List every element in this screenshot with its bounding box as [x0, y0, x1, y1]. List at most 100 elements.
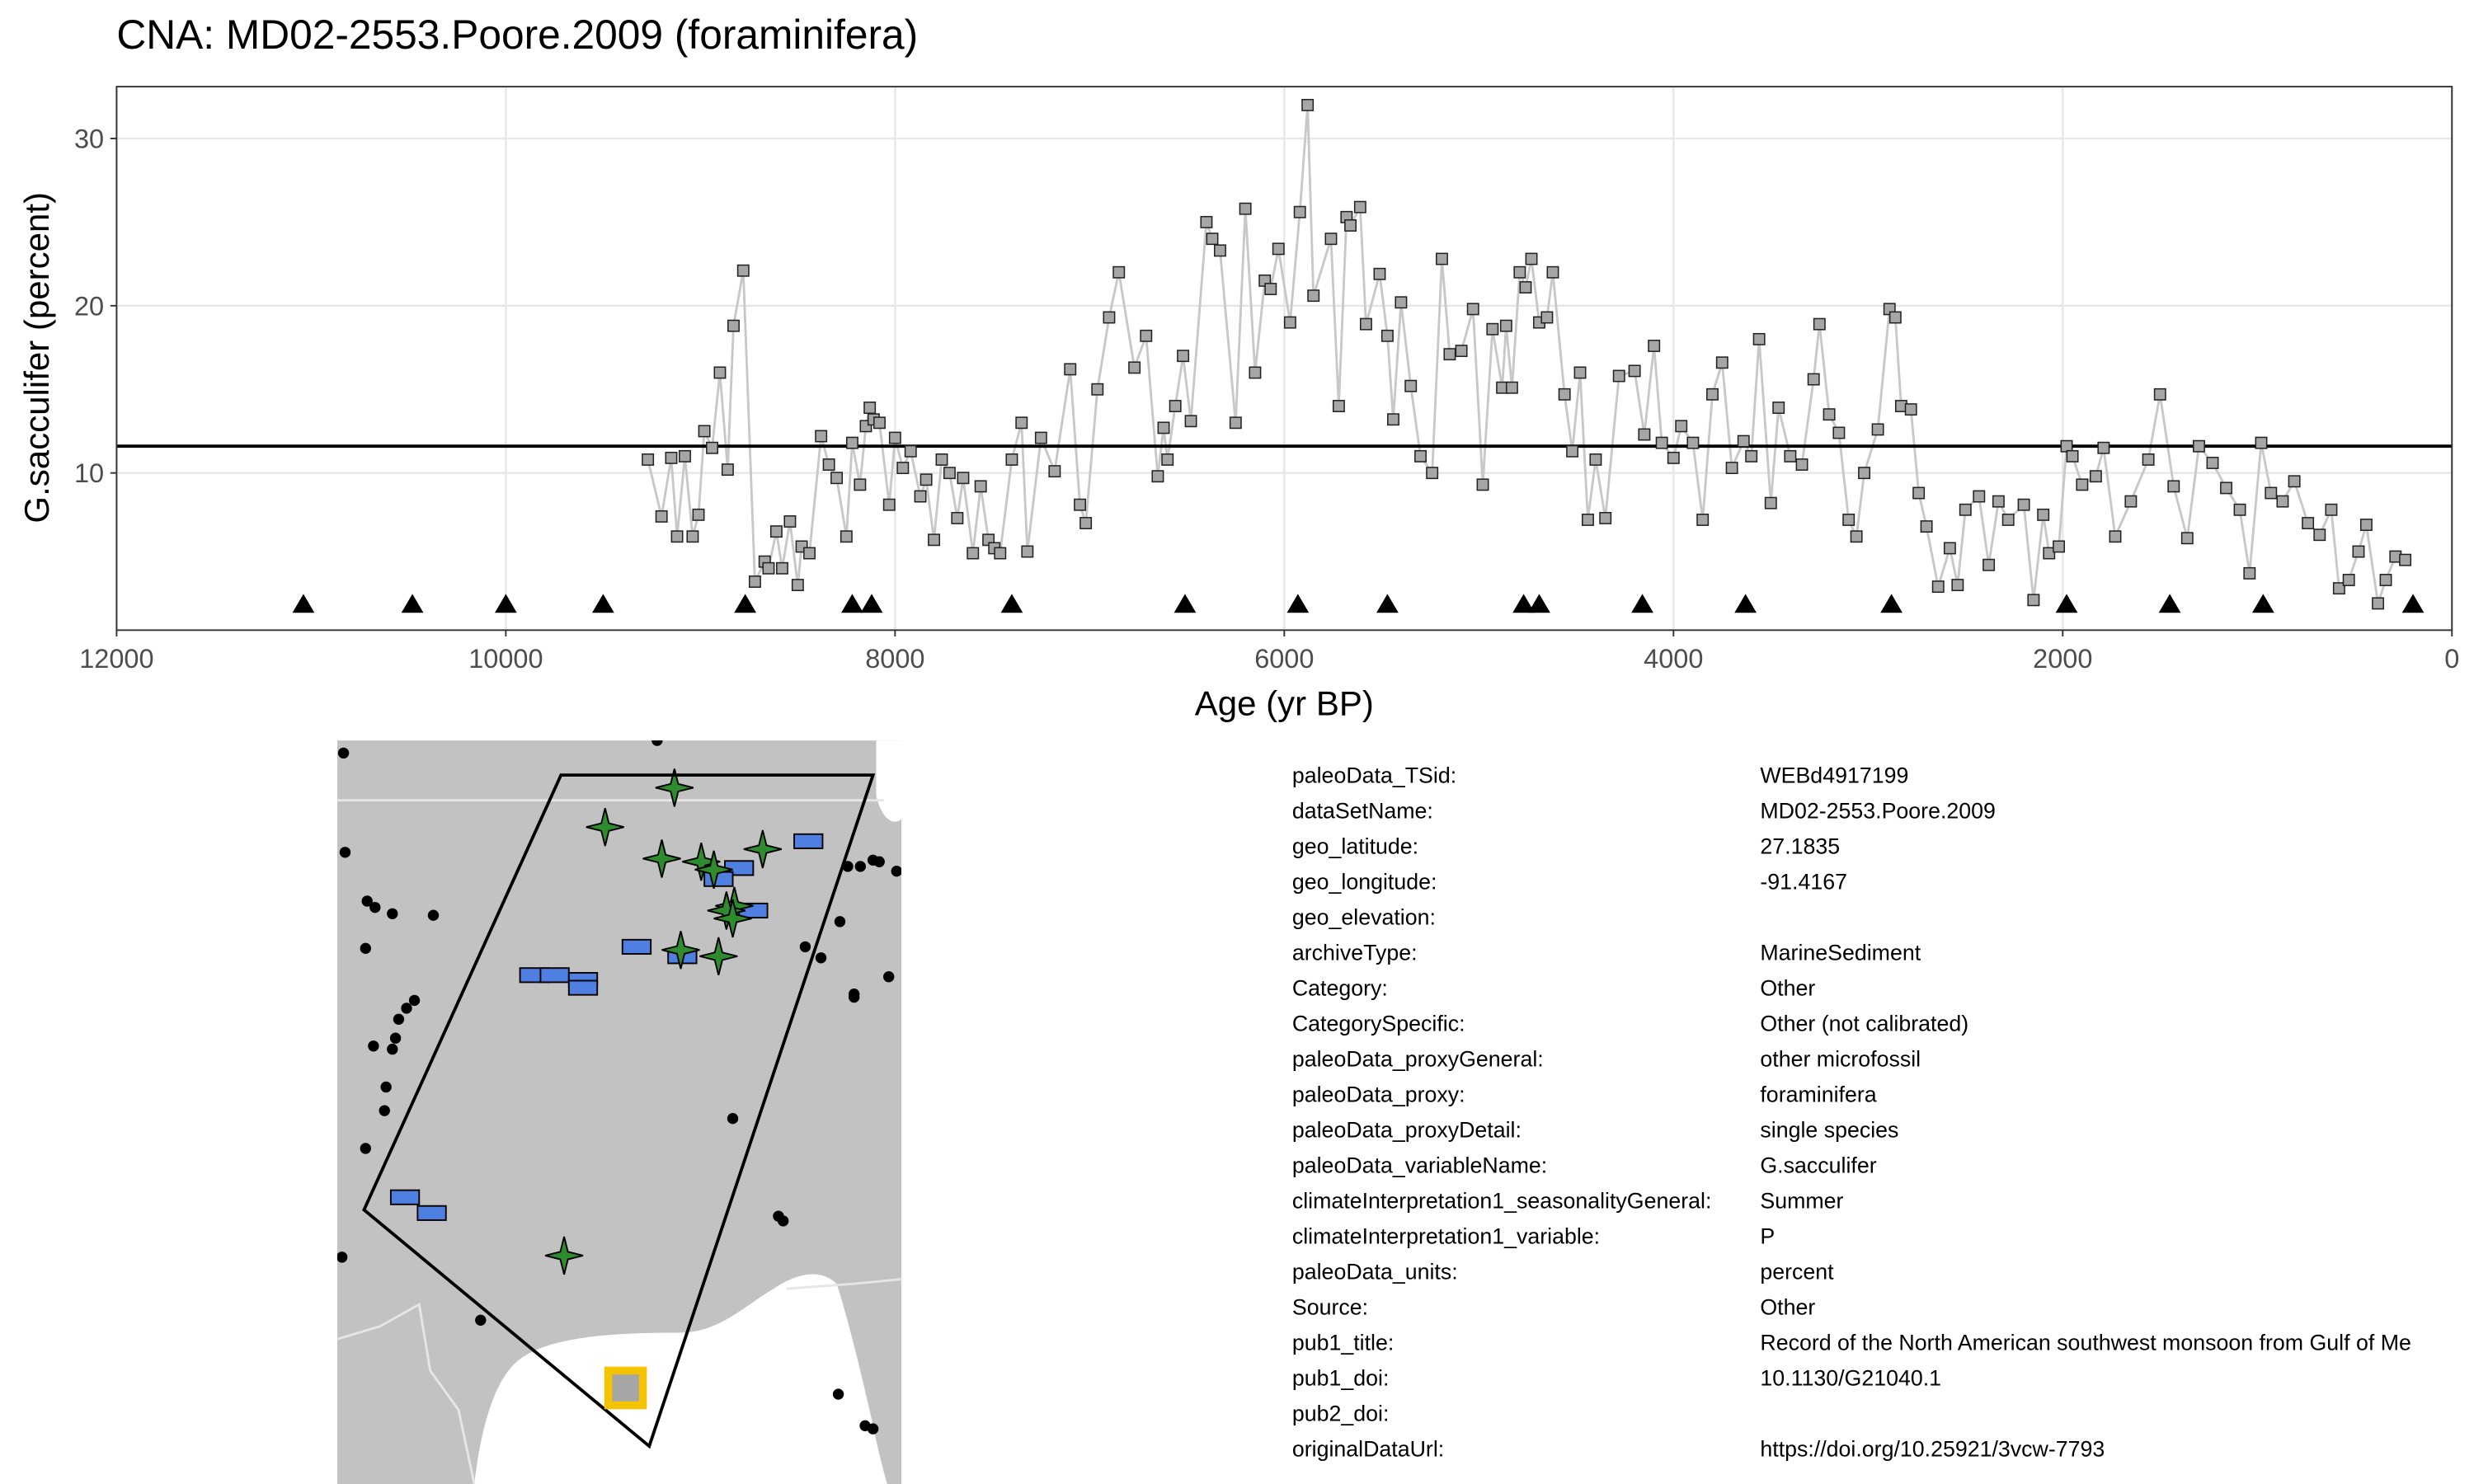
data-point [1920, 520, 1933, 533]
table-key: climateInterpretation1_seasonalityGenera… [1292, 1189, 1712, 1214]
data-point [1301, 98, 1315, 111]
table-value: 27.1835 [1760, 834, 1840, 859]
map-site-other [703, 871, 734, 887]
data-point [845, 436, 858, 449]
table-key: archiveType: [1292, 941, 1418, 965]
map-dot [360, 1143, 371, 1154]
age-control-marker [1286, 594, 1310, 613]
data-point [2276, 495, 2289, 508]
data-point [1540, 311, 1554, 324]
data-point [1200, 215, 1213, 228]
table-key: paleoData_proxy: [1292, 1082, 1465, 1107]
data-point [1513, 265, 1526, 279]
data-point [914, 490, 927, 503]
data-point [1686, 436, 1700, 449]
age-control-marker [2401, 594, 2425, 613]
data-point [1752, 332, 1766, 345]
data-point [935, 453, 948, 466]
data-point [1725, 462, 1738, 475]
data-point [1344, 219, 1357, 232]
data-point [1499, 319, 1512, 332]
age-control-marker [1512, 594, 1535, 613]
data-point [679, 449, 691, 463]
map-dot [873, 856, 885, 867]
data-point [1015, 416, 1028, 430]
table-key: paleoData_proxyDetail: [1292, 1118, 1522, 1143]
data-point [2060, 439, 2073, 453]
data-point [2325, 503, 2338, 516]
age-control-marker [1880, 594, 1903, 613]
x-tick-label: 2000 [2033, 644, 2092, 674]
x-axis-title: Age (yr BP) [1195, 684, 1374, 723]
plot-area: 12000 10000 8000 6000 4000 2000 0 10 20 30 [74, 86, 2459, 674]
data-point [1395, 296, 1408, 309]
data-point [665, 451, 678, 464]
data-point [2372, 597, 2385, 610]
map-site-other [539, 967, 570, 984]
data-point [1307, 289, 1320, 303]
data-point [2142, 453, 2155, 466]
data-point [888, 431, 901, 444]
data-point [655, 510, 668, 523]
data-point [928, 533, 941, 547]
data-point [1272, 242, 1285, 256]
data-point [904, 444, 917, 458]
age-control-marker [401, 594, 424, 613]
data-point [1206, 232, 1219, 246]
map-dot [380, 1081, 392, 1093]
data-point [2233, 503, 2246, 516]
table-key: paleoData_proxyGeneral: [1292, 1047, 1544, 1072]
site-marker [604, 1366, 647, 1410]
data-point [2352, 545, 2365, 558]
data-point [822, 458, 835, 471]
data-point [1667, 451, 1680, 464]
map-dot [389, 1032, 402, 1044]
data-point [2076, 478, 2089, 491]
data-point [736, 264, 750, 277]
x-tick-label: 8000 [865, 644, 924, 674]
map-dot [891, 866, 901, 877]
data-point [2089, 470, 2102, 483]
data-point [1404, 379, 1418, 392]
data-point [1426, 467, 1439, 480]
data-point [727, 319, 740, 332]
data-point [2066, 449, 2079, 463]
table-value: https://doi.org/10.25921/3vcw-7793 [1760, 1437, 2105, 1462]
data-point [1264, 283, 1277, 295]
data-point [2167, 480, 2180, 493]
data-point [830, 472, 844, 485]
data-point [967, 547, 980, 560]
map-dot [337, 747, 350, 759]
table-value: WEBd4917199 [1760, 763, 1908, 788]
data-point [815, 430, 828, 443]
age-control-marker [292, 594, 315, 613]
data-point [1079, 517, 1093, 529]
age-control-marker [734, 594, 757, 613]
map-site-star [655, 768, 694, 807]
data-point [1380, 329, 1394, 342]
data-point [1373, 267, 1386, 280]
data-point [1807, 373, 1820, 386]
data-point [1161, 453, 1174, 466]
table-value: Summer [1760, 1189, 1843, 1214]
data-point [1332, 400, 1345, 412]
data-point [1982, 558, 1996, 571]
data-point [776, 561, 788, 575]
data-point [2379, 574, 2392, 586]
data-point [1184, 415, 1197, 428]
data-point [1813, 317, 1826, 331]
map-dot [854, 861, 866, 872]
map-site-star [661, 931, 700, 970]
map-dot [368, 1040, 379, 1052]
data-point [1103, 311, 1116, 324]
data-point [1715, 356, 1729, 369]
age-control-marker [1174, 594, 1197, 613]
map-site-star [586, 808, 624, 847]
age-control-marker [1528, 594, 1550, 613]
data-point [1943, 542, 1956, 555]
x-tick-label: 12000 [79, 644, 153, 674]
data-point [2043, 547, 2056, 560]
data-point [791, 579, 804, 592]
data-point [994, 547, 1007, 560]
